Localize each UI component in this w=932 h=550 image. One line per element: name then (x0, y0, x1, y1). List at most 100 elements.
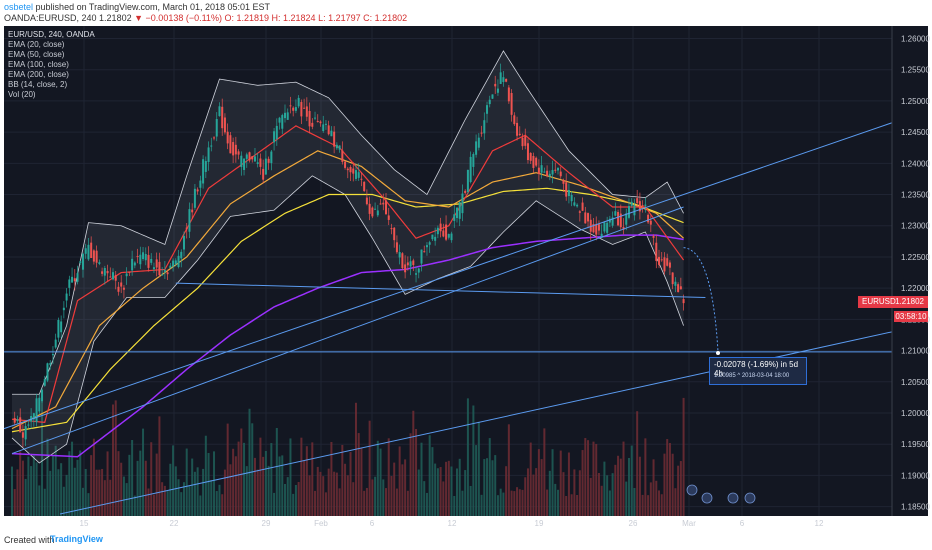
volume-bar (491, 460, 494, 516)
volume-bar (243, 442, 246, 516)
candle-body (469, 156, 472, 183)
volume-bar (128, 454, 131, 516)
volume-bar (79, 450, 82, 516)
legend-bb[interactable]: BB (14, close, 2) (8, 80, 68, 89)
tradingview-logo-icon[interactable]: TradingView (40, 534, 103, 544)
candle-body (330, 130, 333, 137)
volume-bar (221, 494, 224, 516)
volume-bar (177, 479, 180, 516)
legend-ema200[interactable]: EMA (200, close) (8, 70, 69, 79)
volume-bar (311, 442, 314, 516)
volume-bar (417, 469, 420, 516)
candle-body (226, 131, 229, 144)
volume-bar (464, 470, 467, 516)
volume-bar (655, 480, 658, 516)
volume-bar (305, 446, 308, 516)
candle-body (152, 267, 155, 270)
volume-bar (412, 410, 415, 516)
candle-body (663, 257, 666, 272)
candle-body (393, 227, 396, 241)
candle-body (196, 189, 199, 192)
author-name[interactable]: osbetel (4, 2, 34, 12)
candle-body (43, 379, 46, 386)
candle-body (221, 106, 224, 129)
volume-bar (570, 494, 573, 516)
volume-bar (109, 479, 112, 516)
volume-bar (682, 397, 685, 516)
volume-bar (535, 468, 538, 516)
x-tick-label: 12 (448, 519, 457, 528)
bb-upper-line (12, 50, 684, 395)
candle-body (603, 222, 606, 232)
y-tick-label: 1.23500 (901, 191, 930, 200)
current-price-tag: EURUSD 1.21802 (858, 296, 928, 308)
volume-bar (150, 442, 153, 516)
volume-bar (401, 464, 404, 516)
volume-bar (589, 477, 592, 516)
candle-body (453, 214, 456, 221)
candle-body (576, 204, 579, 207)
volume-bar (406, 490, 409, 516)
open-value: O: 1.21819 (224, 13, 269, 23)
volume-bar (57, 469, 60, 516)
volume-bar (210, 479, 213, 516)
x-tick-label: 12 (815, 519, 824, 528)
volume-bar (232, 448, 235, 516)
volume-bar (259, 437, 262, 516)
legend-ema100[interactable]: EMA (100, close) (8, 60, 69, 69)
candle-body (251, 156, 254, 160)
candle-body (142, 252, 145, 260)
volume-bar (576, 494, 579, 516)
volume-bar (199, 495, 202, 516)
chart-plot-area[interactable] (4, 26, 928, 516)
y-tick-label: 1.25500 (901, 66, 930, 75)
candle-body (281, 115, 284, 129)
volume-bar (278, 456, 281, 516)
legend-ema20[interactable]: EMA (20, close) (8, 40, 65, 49)
volume-bar (521, 489, 524, 516)
volume-bar (513, 491, 516, 516)
candle-body (68, 279, 71, 288)
volume-bar (368, 420, 371, 516)
candle-body (505, 78, 508, 82)
candle-body (71, 276, 74, 283)
candle-body (215, 118, 218, 137)
volume-bar (114, 400, 117, 516)
volume-bar (289, 438, 292, 516)
legend-ema50[interactable]: EMA (50, close) (8, 50, 65, 59)
volume-bar (603, 461, 606, 516)
candle-body (256, 162, 259, 164)
candle-body (466, 169, 469, 193)
volume-bar (365, 487, 368, 516)
volume-bar (65, 474, 68, 516)
candle-body (245, 154, 248, 159)
volume-bar (303, 460, 306, 516)
volume-bar (436, 468, 439, 516)
volume-bar (379, 448, 382, 516)
tradingview-brand[interactable]: TradingView (50, 534, 103, 544)
candle-body (406, 262, 409, 266)
volume-bar (393, 462, 396, 516)
volume-bar (322, 476, 325, 516)
candle-body (543, 171, 546, 173)
candle-body (559, 171, 562, 177)
legend-vol[interactable]: Vol (20) (8, 90, 36, 99)
volume-bar (619, 458, 622, 516)
volume-bar (349, 452, 352, 516)
volume-bar (196, 467, 199, 516)
volume-bar (273, 492, 276, 516)
volume-bar (584, 438, 587, 516)
candle-body (92, 250, 95, 262)
volume-bar (319, 471, 322, 516)
volume-bar (644, 438, 647, 516)
candle-body (518, 133, 521, 135)
price-tag-symbol: EURUSD (862, 297, 896, 306)
candle-body (548, 173, 551, 177)
volume-bar (450, 466, 453, 516)
volume-bar (649, 482, 652, 516)
volume-bar (466, 398, 469, 516)
volume-bar (537, 449, 540, 516)
volume-bar (627, 457, 630, 516)
volume-bar (161, 482, 164, 516)
